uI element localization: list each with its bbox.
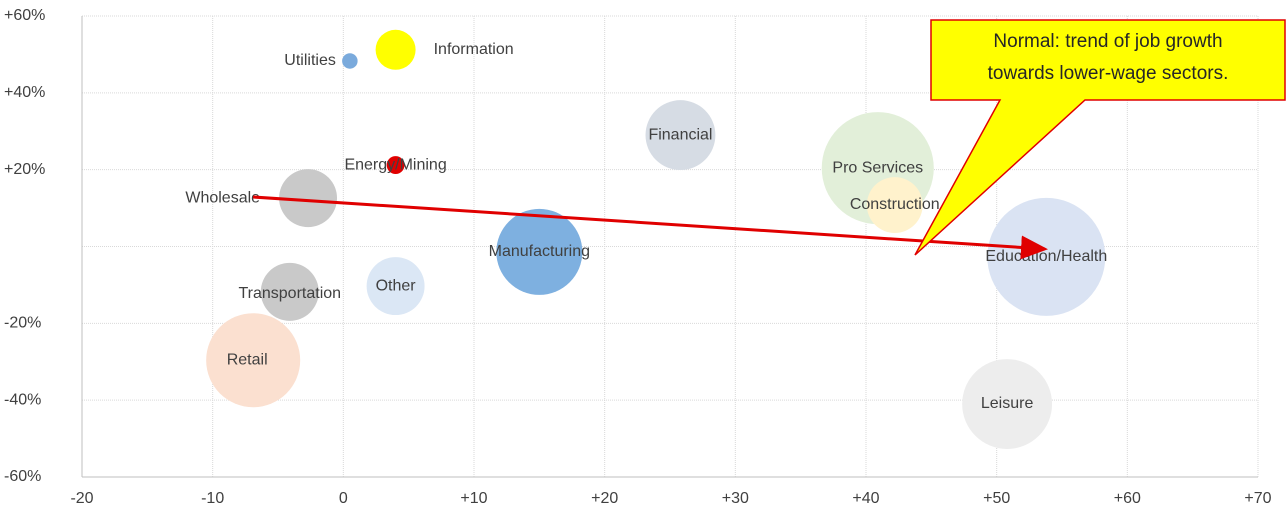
bubble [386,156,405,175]
bubble-label: Manufacturing [489,243,590,260]
bubble-label: Education/Health [985,248,1107,265]
bubble [206,313,301,408]
bubble [342,53,358,69]
bubble-label: Other [376,277,417,294]
x-tick-label: +10 [460,490,487,507]
bubble-label: Leisure [981,395,1034,412]
y-tick-label: +40% [4,84,45,101]
x-tick-label: +20 [591,490,618,507]
trend-arrow [252,195,1048,260]
callout-text: Normal: trend of job growth [993,31,1222,52]
bubble-label: Retail [227,351,268,368]
bubble [962,359,1053,449]
callout-box [914,19,1286,256]
bubble [375,29,416,70]
bubble-label: Transportation [238,285,341,302]
x-tick-label: -20 [70,490,93,507]
x-tick-label: +40 [852,490,879,507]
bubble [645,100,716,171]
x-tick-label: +70 [1244,490,1271,507]
bubble-label: Pro Services [832,159,923,176]
bubble-label: Construction [850,196,940,213]
bubble [866,177,923,233]
y-tick-label: +60% [4,7,45,24]
bubble [260,262,319,321]
y-tick-label: -60% [4,468,41,485]
callout-text: towards lower-wage sectors. [988,63,1229,84]
x-tick-label: 0 [339,490,348,507]
x-tick-label: +50 [983,490,1010,507]
x-tick-label: -10 [201,490,224,507]
bubble-label: Financial [648,126,712,143]
y-tick-label: -20% [4,315,41,332]
x-tick-label: +60 [1114,490,1141,507]
bubble-label: Utilities [284,52,336,69]
bubble [496,208,583,295]
bubble [366,257,425,316]
y-tick-label: -40% [4,391,41,408]
bubble [279,169,338,228]
x-tick-label: +30 [722,490,749,507]
bubble-label: Energy/Mining [344,156,446,173]
bubble-label: Wholesale [185,189,260,206]
y-tick-label: +20% [4,161,45,178]
bubble-label: Information [434,41,514,58]
